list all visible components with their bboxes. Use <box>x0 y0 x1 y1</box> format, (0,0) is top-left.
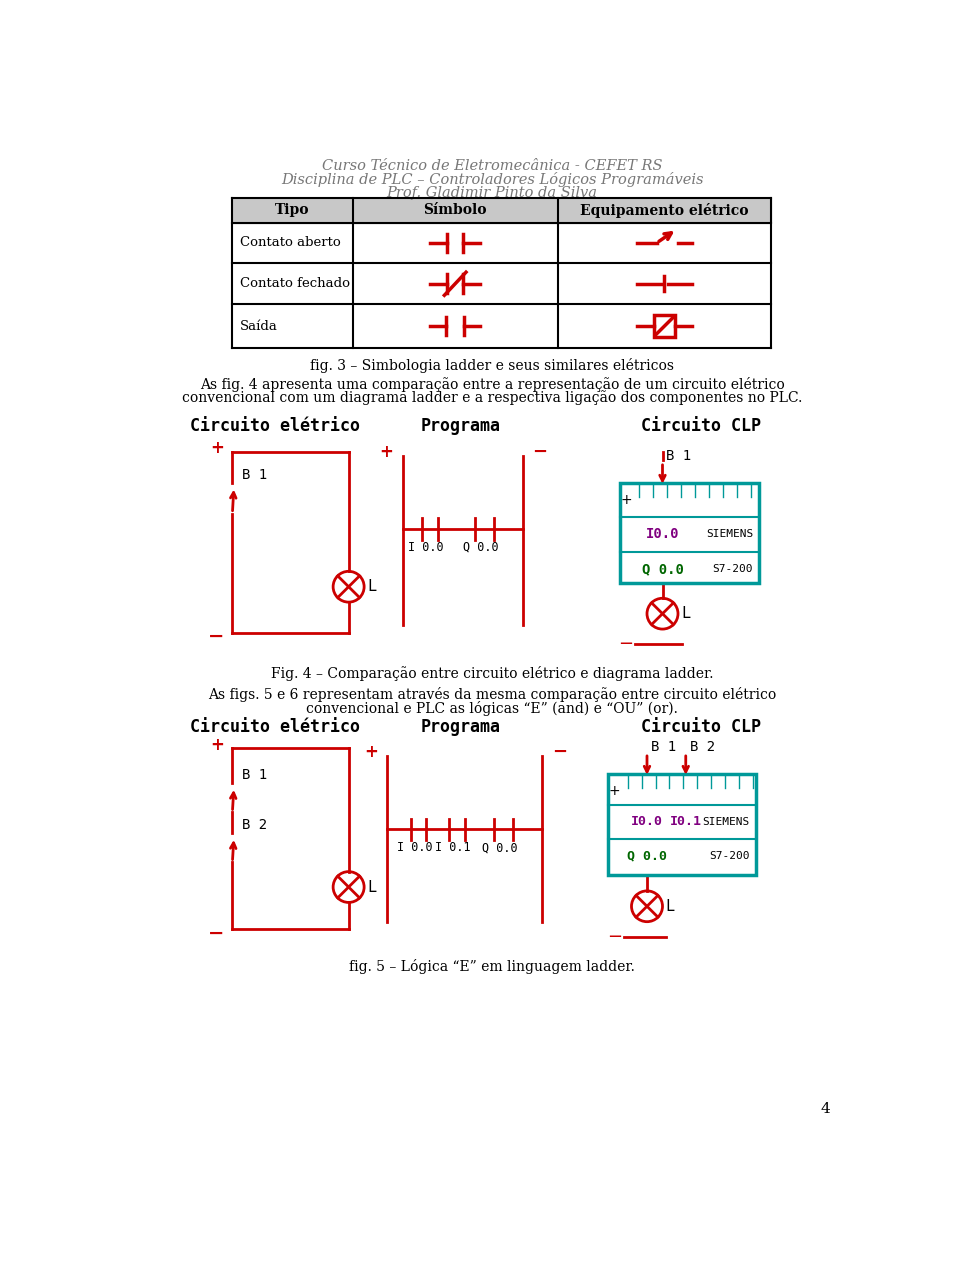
Text: B 1: B 1 <box>242 468 267 482</box>
Text: L: L <box>368 579 376 594</box>
Text: S7-200: S7-200 <box>708 851 750 861</box>
Text: B 1: B 1 <box>666 449 691 463</box>
Text: +: + <box>364 743 378 761</box>
Text: SIEMENS: SIEMENS <box>706 530 754 540</box>
Text: Saída: Saída <box>240 320 278 332</box>
Text: Circuito CLP: Circuito CLP <box>641 718 761 736</box>
Text: B 1: B 1 <box>242 769 267 782</box>
Text: Programa: Programa <box>421 417 501 435</box>
Text: Q 0.0: Q 0.0 <box>482 842 517 854</box>
Bar <box>620 483 759 583</box>
Text: convencional e PLC as lógicas “E” (and) e “OU” (or).: convencional e PLC as lógicas “E” (and) … <box>306 700 678 715</box>
Bar <box>654 315 675 337</box>
Text: convencional com um diagrama ladder e a respectiva ligação dos componentes no PL: convencional com um diagrama ladder e a … <box>181 391 803 406</box>
Text: −: − <box>552 743 566 761</box>
Text: S7-200: S7-200 <box>712 564 754 574</box>
Text: Tipo: Tipo <box>276 204 310 217</box>
Bar <box>609 774 756 876</box>
Text: As figs. 5 e 6 representam através da mesma comparação entre circuito elétrico: As figs. 5 e 6 representam através da me… <box>208 686 776 702</box>
Text: Circuito elétrico: Circuito elétrico <box>190 718 360 736</box>
Text: −: − <box>208 924 225 943</box>
Text: I0.0: I0.0 <box>631 815 663 828</box>
Text: +: + <box>211 439 225 458</box>
Text: −: − <box>208 627 225 646</box>
Text: I0.1: I0.1 <box>670 815 702 828</box>
Text: +: + <box>211 736 225 753</box>
Text: +: + <box>380 442 394 461</box>
Text: Fig. 4 – Comparação entre circuito elétrico e diagrama ladder.: Fig. 4 – Comparação entre circuito elétr… <box>271 666 713 681</box>
Text: As fig. 4 apresenta uma comparação entre a representação de um circuito elétrico: As fig. 4 apresenta uma comparação entre… <box>200 377 784 392</box>
Text: +: + <box>609 784 620 798</box>
Bar <box>232 198 771 222</box>
Text: Disciplina de PLC – Controladores Lógicos Programáveis: Disciplina de PLC – Controladores Lógico… <box>280 172 704 187</box>
Text: B 2: B 2 <box>689 739 715 753</box>
Text: L: L <box>665 899 675 914</box>
Text: Equipamento elétrico: Equipamento elétrico <box>580 202 749 217</box>
Text: SIEMENS: SIEMENS <box>702 817 750 827</box>
Text: Q 0.0: Q 0.0 <box>641 562 684 576</box>
Text: Q 0.0: Q 0.0 <box>627 849 667 863</box>
Text: L: L <box>368 880 376 895</box>
Text: B 1: B 1 <box>651 739 676 753</box>
Text: −: − <box>618 636 634 653</box>
Text: Curso Técnico de Eletromecânica - CEFET RS: Curso Técnico de Eletromecânica - CEFET … <box>322 159 662 173</box>
Text: I 0.0: I 0.0 <box>408 541 444 554</box>
Text: I 0.1: I 0.1 <box>436 842 471 854</box>
Text: I0.0: I0.0 <box>646 527 680 541</box>
Text: 4: 4 <box>821 1102 830 1116</box>
Text: Circuito CLP: Circuito CLP <box>641 417 761 435</box>
Text: +: + <box>620 493 632 507</box>
Text: Prof. Gladimir Pinto da Silva: Prof. Gladimir Pinto da Silva <box>387 186 597 200</box>
Text: −: − <box>532 442 547 461</box>
Text: fig. 5 – Lógica “E” em linguagem ladder.: fig. 5 – Lógica “E” em linguagem ladder. <box>349 958 635 973</box>
Text: Contato fechado: Contato fechado <box>240 277 350 291</box>
Text: I 0.0: I 0.0 <box>396 842 432 854</box>
Text: B 2: B 2 <box>242 818 267 833</box>
Text: L: L <box>681 607 690 621</box>
Text: Símbolo: Símbolo <box>423 204 487 217</box>
Text: fig. 3 – Simbologia ladder e seus similares elétricos: fig. 3 – Simbologia ladder e seus simila… <box>310 358 674 373</box>
Text: Programa: Programa <box>421 718 501 736</box>
Text: Circuito elétrico: Circuito elétrico <box>190 417 360 435</box>
Text: Contato aberto: Contato aberto <box>240 236 341 249</box>
Text: −: − <box>607 928 622 945</box>
Text: Q 0.0: Q 0.0 <box>463 541 498 554</box>
